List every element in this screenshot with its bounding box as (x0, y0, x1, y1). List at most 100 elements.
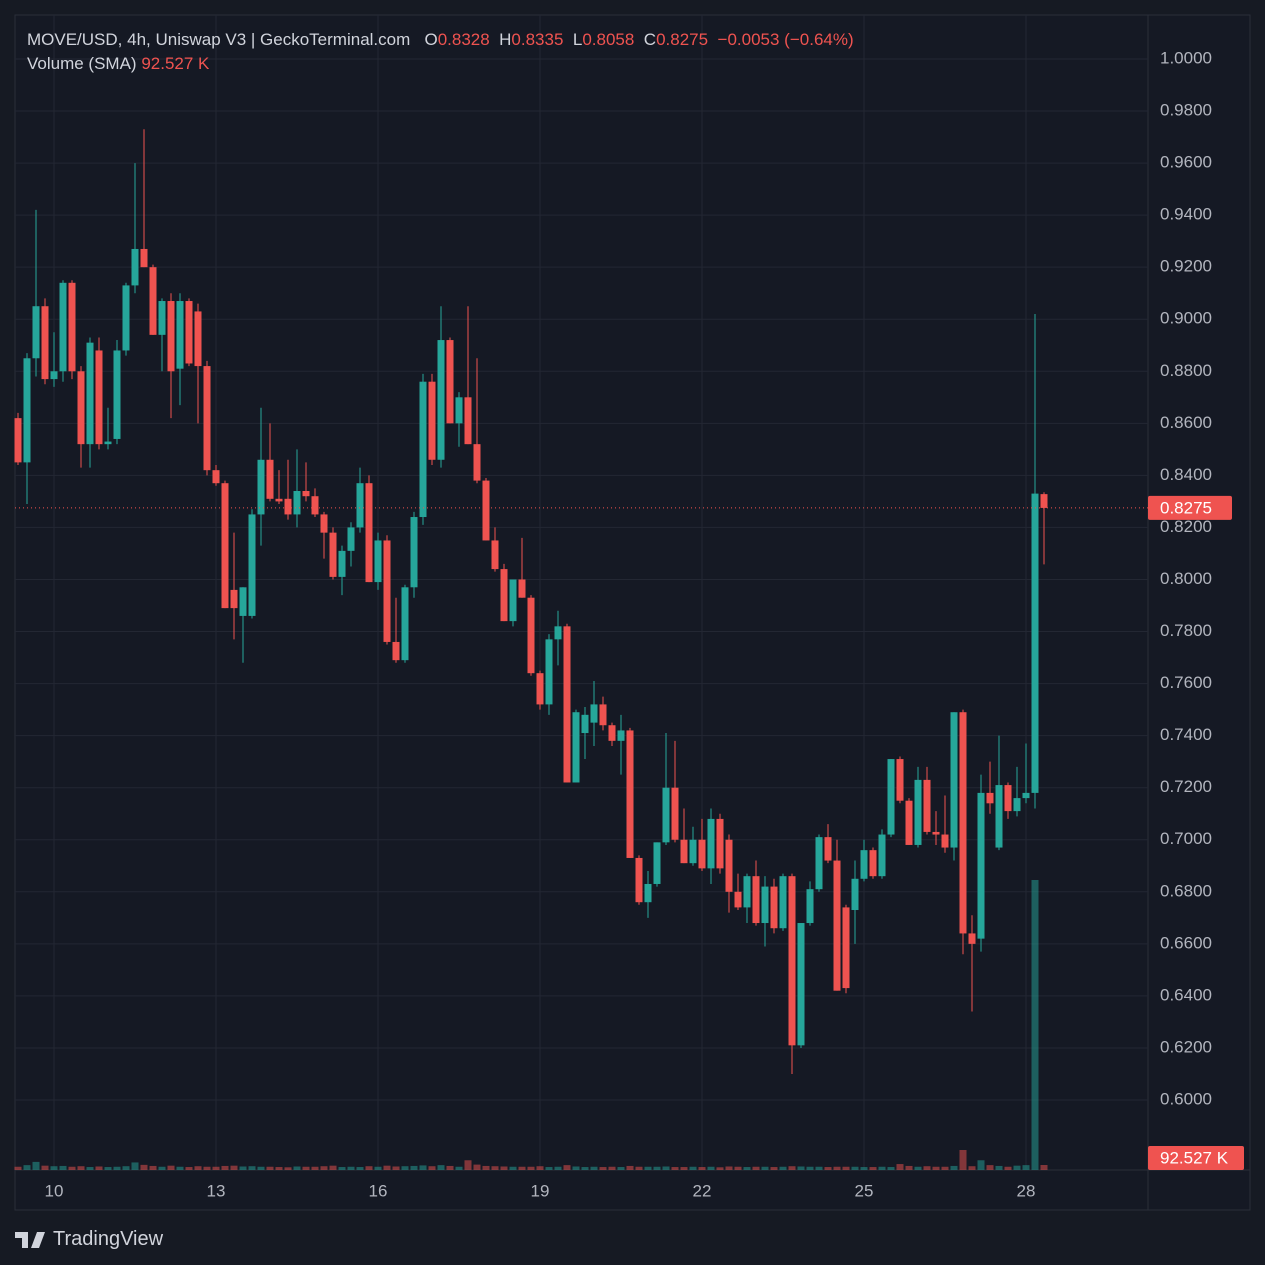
y-tick-label: 0.7000 (1160, 829, 1212, 848)
candle-body (995, 785, 1003, 848)
volume-bar (500, 1166, 508, 1170)
volume-bar (977, 1160, 985, 1170)
volume-bar (374, 1166, 382, 1170)
x-tick-label: 16 (369, 1181, 388, 1200)
volume-bar (338, 1167, 346, 1170)
volume-bar (77, 1166, 85, 1170)
volume-bar (266, 1166, 274, 1170)
candle-body (788, 876, 796, 1046)
candle-body (401, 587, 409, 661)
volume-bar (815, 1166, 823, 1170)
volume-bar (824, 1167, 832, 1170)
volume-bar (671, 1167, 679, 1170)
candle-body (932, 831, 940, 835)
candle-body (347, 527, 355, 551)
volume-bar (482, 1165, 490, 1170)
candle-body (968, 933, 976, 944)
candle-body (293, 491, 301, 515)
volume-bar (383, 1165, 391, 1170)
candle-body (770, 886, 778, 929)
volume-bar (158, 1166, 166, 1170)
volume-bar (788, 1166, 796, 1170)
candle-body (437, 340, 445, 460)
volume-bar (293, 1166, 301, 1170)
candle-body (608, 725, 616, 741)
candle-body (689, 839, 697, 864)
candle-body (158, 301, 166, 335)
candle-body (815, 837, 823, 890)
candle-body (734, 891, 742, 908)
candle-body (581, 714, 589, 734)
volume-bar (1022, 1165, 1030, 1170)
x-tick-label: 25 (855, 1181, 874, 1200)
candle-body (203, 366, 211, 471)
volume-bar (473, 1164, 481, 1170)
candle-body (23, 358, 31, 463)
volume-bar (59, 1165, 67, 1170)
volume-bar (941, 1166, 949, 1170)
candle-body (761, 886, 769, 924)
brand[interactable]: TradingView (53, 1228, 164, 1250)
candle-body (1040, 494, 1048, 508)
volume-bar (248, 1166, 256, 1170)
volume-bar (797, 1166, 805, 1170)
x-tick-label: 19 (531, 1181, 550, 1200)
volume-bar (131, 1162, 139, 1170)
candle-body (572, 712, 580, 783)
candle-body (914, 779, 922, 845)
y-tick-label: 0.8200 (1160, 517, 1212, 536)
volume-bar (320, 1166, 328, 1170)
volume-bar (806, 1166, 814, 1170)
candle-body (248, 514, 256, 616)
candle-body (302, 491, 310, 497)
volume-bar (185, 1167, 193, 1170)
volume-bar (860, 1167, 868, 1170)
volume-bar (752, 1166, 760, 1170)
volume-bar (140, 1164, 148, 1170)
volume-bar (1004, 1166, 1012, 1170)
candle-body (887, 759, 895, 835)
volume-bar (32, 1161, 40, 1170)
candle-body (428, 381, 436, 460)
candle-body (473, 444, 481, 481)
candle-body (743, 876, 751, 908)
volume-bar (113, 1166, 121, 1170)
volume-bar (347, 1166, 355, 1170)
candle-body (329, 532, 337, 577)
y-tick-label: 0.7400 (1160, 725, 1212, 744)
y-tick-label: 0.8000 (1160, 569, 1212, 588)
volume-bar (203, 1166, 211, 1170)
volume-bar (491, 1166, 499, 1170)
c-value: 0.8275 (656, 30, 709, 49)
ohlc: O0.8328 H0.8335 L0.8058 C0.8275 −0.0053 … (415, 30, 853, 49)
volume-bar (437, 1165, 445, 1170)
candle-body (509, 579, 517, 622)
candle-body (14, 418, 22, 463)
candle-body (680, 839, 688, 864)
volume-bar (23, 1165, 31, 1170)
y-tick-label: 0.9800 (1160, 101, 1212, 120)
candle-body (482, 480, 490, 541)
candle-body (1022, 792, 1030, 799)
candle-body (212, 470, 220, 484)
candle-body (698, 839, 706, 869)
candle-body (239, 587, 247, 616)
c-key: C (643, 30, 657, 49)
x-tick-label: 13 (207, 1181, 226, 1200)
volume-bar (554, 1166, 562, 1170)
legend: MOVE/USD, 4h, Uniswap V3 | GeckoTerminal… (27, 28, 854, 76)
y-tick-label: 1.0000 (1160, 48, 1212, 67)
volume-bar (680, 1167, 688, 1170)
volume-label: 92.527 K (1160, 1148, 1229, 1167)
candle-body (1013, 798, 1021, 812)
candle-body (374, 540, 382, 583)
volume-bar (761, 1166, 769, 1170)
candle-body (140, 248, 148, 268)
volume-bar (284, 1167, 292, 1170)
volume-bar (230, 1165, 238, 1170)
volume-bar (905, 1165, 913, 1170)
volume-bar (689, 1166, 697, 1170)
volume-bar (599, 1167, 607, 1170)
candle-body (896, 759, 904, 801)
